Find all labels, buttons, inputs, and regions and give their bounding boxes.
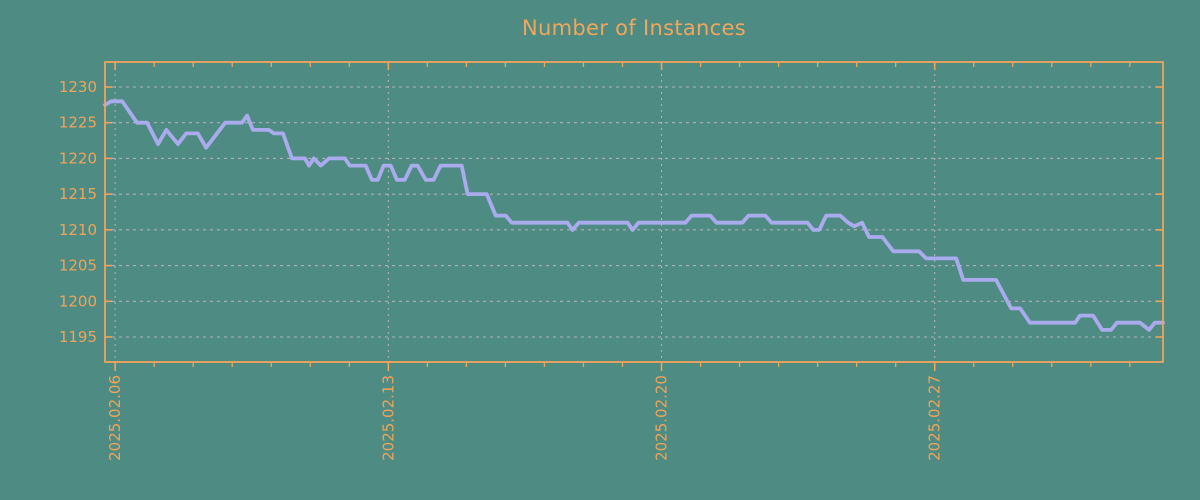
- series-line-instances: [103, 99, 1165, 332]
- plot-border: [104, 61, 1164, 363]
- tick-labels-layer: 1195 1200 1205 1210 1215 1220 1225 1230 2025.02.…: [59, 78, 944, 461]
- grid-layer: [105, 62, 1163, 362]
- x-tick-label: 2025.02.20: [653, 375, 671, 461]
- y-tick-label: 1205: [59, 257, 97, 275]
- x-tick-label: 2025.02.06: [106, 375, 124, 461]
- y-tick-label: 1220: [59, 149, 97, 167]
- frame-layer: [104, 61, 1164, 363]
- x-tick-label: 2025.02.27: [926, 375, 944, 461]
- y-tick-label: 1225: [59, 114, 97, 132]
- y-tick-label: 1200: [59, 292, 97, 310]
- y-tick-label: 1215: [59, 185, 97, 203]
- y-tick-label: 1195: [59, 328, 97, 346]
- tick-layer: [105, 62, 1163, 371]
- x-tick-label: 2025.02.13: [379, 375, 397, 461]
- y-tick-label: 1210: [59, 221, 97, 239]
- series-layer: [103, 99, 1165, 332]
- y-tick-label: 1230: [59, 78, 97, 96]
- chart-title: Number of Instances: [522, 16, 746, 40]
